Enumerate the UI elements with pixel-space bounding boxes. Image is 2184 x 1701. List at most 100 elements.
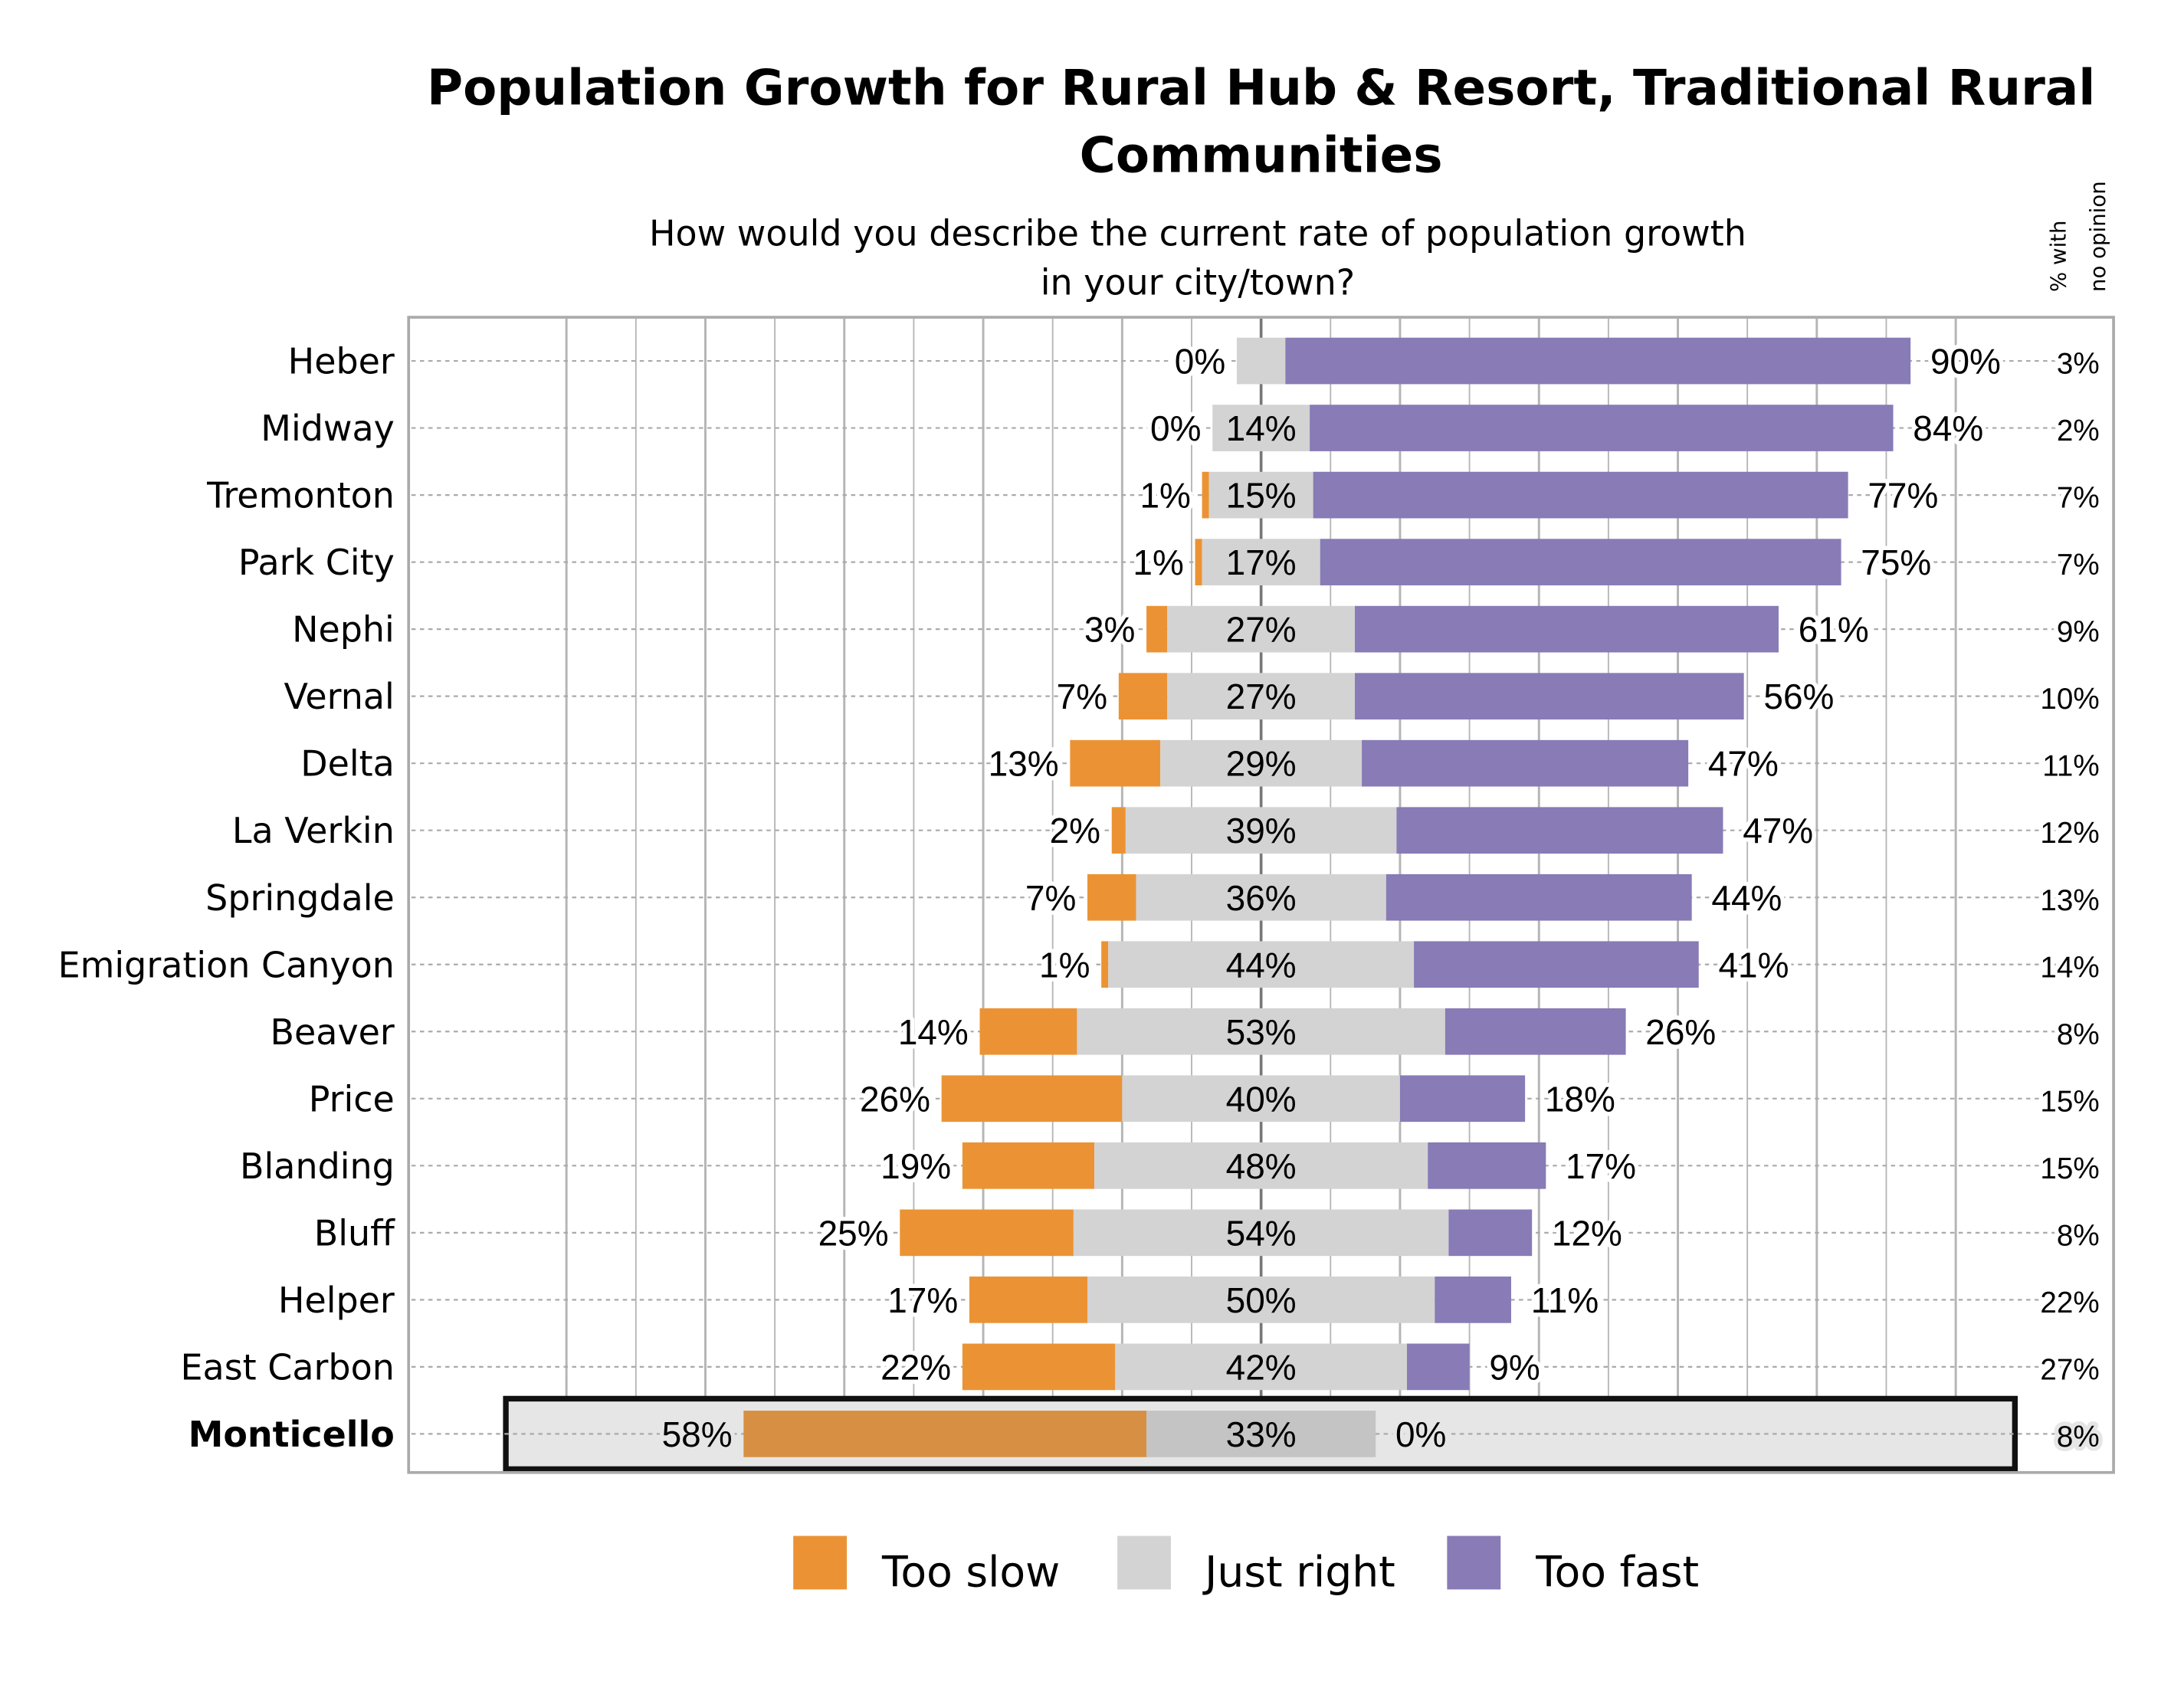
label-just-right: 44% [1226,945,1297,985]
label-too-slow: 1% [1133,542,1183,582]
label-too-slow: 14% [898,1012,969,1052]
label-too-fast: 11% [1531,1280,1599,1320]
row-helper: Helper 17% 50% 11% 22% [278,1276,2104,1324]
label-just-right: 53% [1226,1012,1297,1052]
bar-too-fast [1310,405,1894,451]
legend-swatch-too-slow [793,1535,848,1590]
bar-too-fast [1320,539,1841,585]
label-no-opinion: 27% [2040,1353,2099,1386]
category-label: Beaver [271,1011,395,1053]
row-vernal: Vernal 7% 27% 56% 10% [284,673,2104,721]
label-too-slow: 1% [1039,945,1090,985]
label-too-slow: 3% [1084,610,1135,650]
bar-too-fast [1362,739,1689,787]
no-opinion-header-line-2: no opinion [2085,181,2110,292]
label-no-opinion: 8% [2057,1421,2100,1454]
bar-too-fast [1414,941,1699,988]
row-bluff: Bluff 25% 54% 12% 8% [314,1209,2104,1257]
row-heber: Heber 0% 90% 3% [288,337,2104,385]
label-too-slow: 7% [1057,677,1107,716]
row-midway: Midway 0% 14% 84% 2% [261,405,2104,453]
category-label: Helper [278,1280,395,1321]
label-no-opinion: 8% [2057,1018,2100,1051]
bar-just-right [1108,941,1415,988]
label-too-slow: 22% [880,1347,951,1387]
row-tremonton: Tremonton 1% 15% 77% 7% [206,471,2104,519]
label-too-slow: 58% [662,1414,733,1454]
label-too-fast: 90% [1930,342,2001,382]
row-la-verkin: La Verkin 2% 39% 47% 12% [232,807,2104,855]
bar-too-slow [1070,739,1161,787]
label-just-right: 48% [1226,1146,1297,1186]
label-too-fast: 84% [1913,408,1983,448]
row-nephi: Nephi 3% 27% 61% 9% [292,605,2104,654]
no-opinion-header-line-1: % with [2046,220,2071,291]
bar-too-slow [941,1075,1123,1123]
row-monticello: Monticello 58% 33% 0% 8% [189,1410,2104,1458]
row-springdale: Springdale 7% 36% 44% 13% [205,873,2104,922]
label-too-fast: 12% [1552,1213,1622,1253]
category-label: Midway [261,408,395,449]
bar-rows: Heber 0% 90% 3%Midway 0% 14% 84% 2%Tremonton 1% 1… [58,337,2104,1473]
category-label: Price [309,1078,395,1119]
legend-swatch-too-fast [1447,1535,1501,1590]
bar-just-right [1094,1142,1428,1189]
label-no-opinion: 14% [2040,951,2099,984]
bar-too-slow [979,1008,1077,1055]
bar-just-right [1167,605,1356,653]
bar-too-slow [743,1411,1147,1457]
label-too-slow: 13% [989,744,1059,784]
label-too-slow: 25% [818,1213,889,1253]
bar-too-fast [1355,605,1779,653]
row-beaver: Beaver 14% 53% 26% 8% [271,1008,2104,1056]
category-label: Blanding [240,1145,395,1187]
label-just-right: 14% [1226,408,1297,448]
bar-just-right [1212,405,1310,451]
bar-just-right [1115,1343,1408,1391]
label-no-opinion: 22% [2040,1286,2099,1319]
bar-just-right [1208,471,1313,519]
label-no-opinion: 12% [2040,817,2099,850]
bar-too-fast [1313,471,1848,519]
bar-too-slow [1101,941,1109,988]
label-just-right: 36% [1226,878,1297,918]
label-too-fast: 0% [1395,1414,1446,1454]
category-label: Heber [288,341,395,382]
label-too-fast: 9% [1489,1347,1540,1387]
bar-too-fast [1355,673,1744,719]
category-label: Vernal [284,676,395,717]
label-just-right: 54% [1226,1213,1297,1253]
plot-frame [407,316,2115,1474]
bar-too-slow [1146,605,1168,653]
label-too-fast: 44% [1711,878,1782,918]
label-just-right: 17% [1226,542,1297,582]
bar-too-fast [1445,1008,1626,1055]
label-no-opinion: 7% [2057,482,2100,515]
bar-just-right [1073,1209,1449,1257]
bar-just-right [1202,539,1320,585]
bar-too-slow [969,1277,1088,1323]
row-emigration-canyon: Emigration Canyon 1% 44% 41% 14% [58,941,2104,989]
bar-too-fast [1396,807,1723,854]
category-label: Park City [238,542,395,583]
label-no-opinion: 13% [2040,884,2099,917]
label-too-fast: 61% [1799,610,1869,650]
label-no-opinion: 15% [2040,1085,2099,1118]
label-too-fast: 47% [1743,811,1813,850]
label-no-opinion: 9% [2057,616,2100,649]
bar-too-fast [1435,1277,1511,1323]
label-too-slow: 19% [880,1146,951,1186]
label-too-fast: 47% [1708,744,1779,784]
bar-too-fast [1407,1343,1470,1391]
label-no-opinion: 10% [2040,683,2099,716]
chart-title-line-2: Communities [1080,127,1443,185]
label-just-right: 42% [1226,1347,1297,1387]
row-blanding: Blanding 19% 48% 17% 15% [240,1142,2104,1190]
bar-too-fast [1428,1142,1546,1189]
label-no-opinion: 11% [2042,750,2099,783]
bar-too-fast [1285,337,1911,385]
bar-too-fast [1448,1209,1533,1257]
label-too-slow: 17% [887,1280,958,1320]
bar-too-slow [962,1142,1095,1189]
chart-subtitle-line-2: in your city/town? [1041,262,1355,303]
